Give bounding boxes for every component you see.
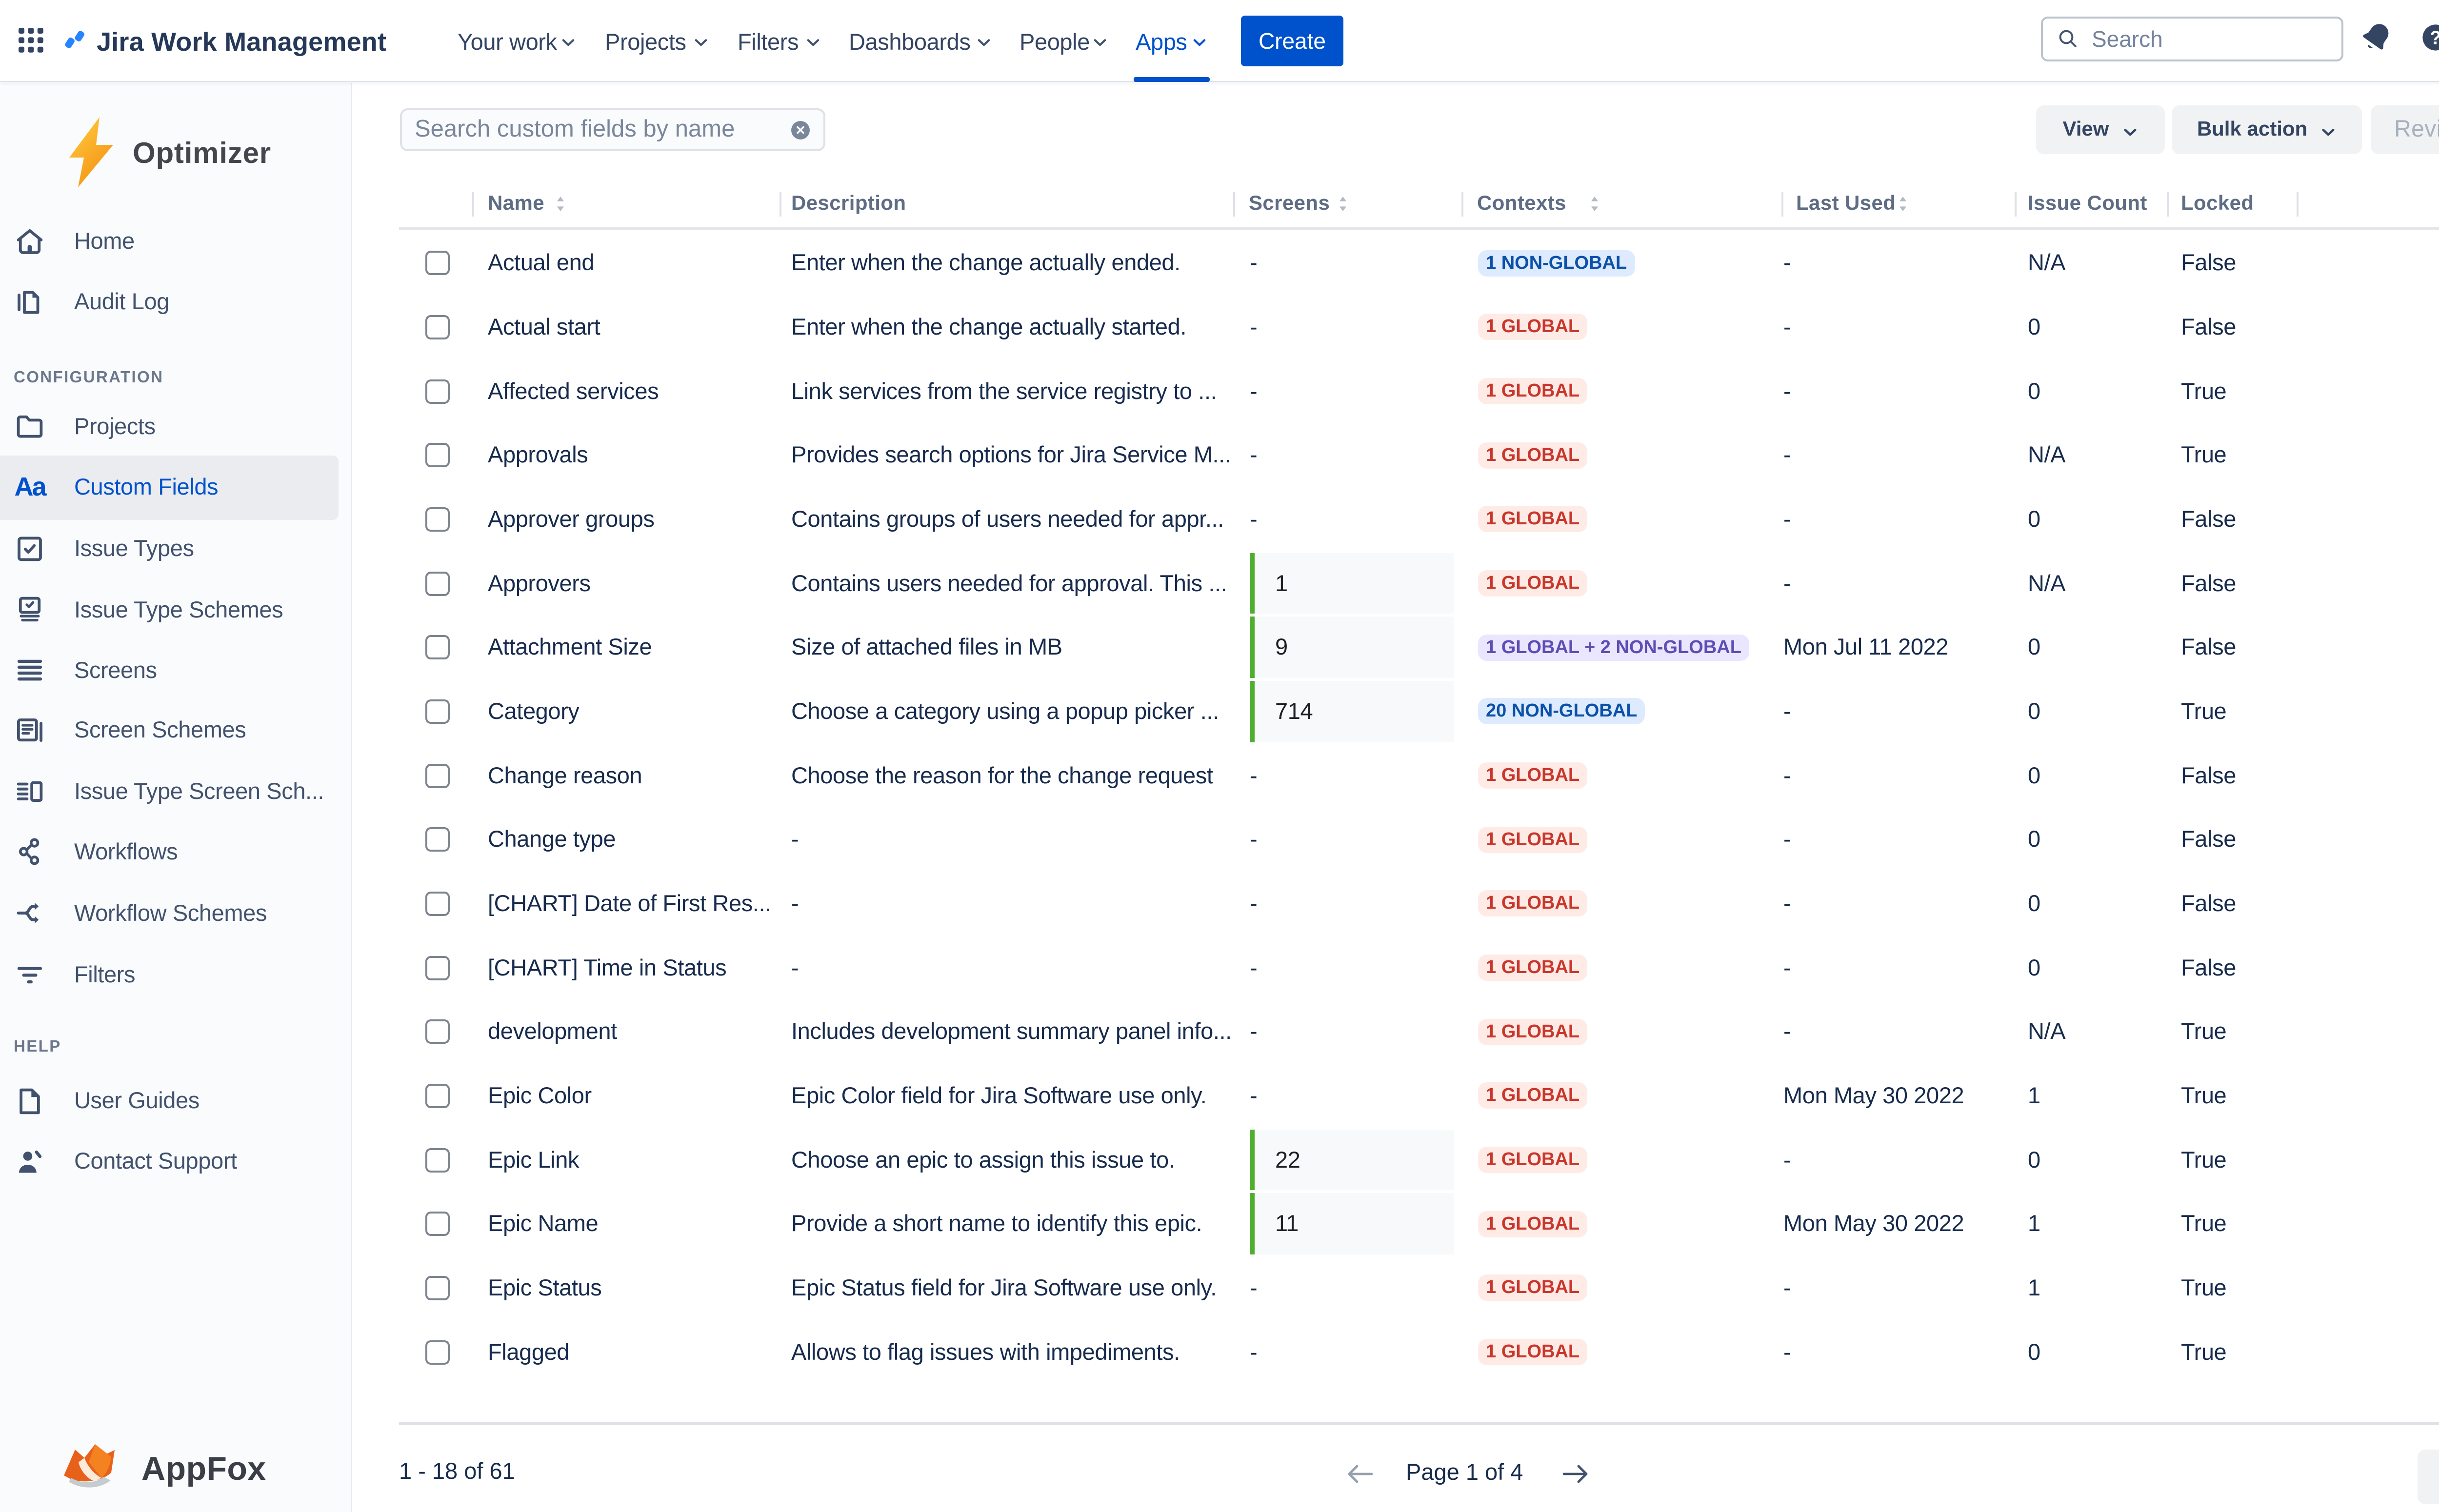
svg-text:?: ? — [2430, 28, 2439, 49]
